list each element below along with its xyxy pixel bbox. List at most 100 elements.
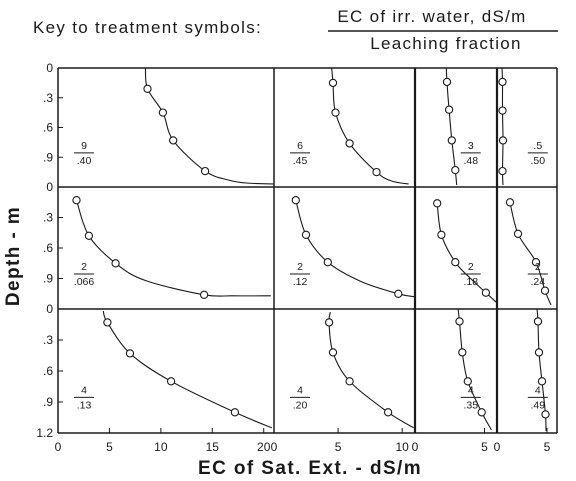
treatment-lf-label: .12 (293, 276, 308, 288)
panel-0-3: .5.50 (498, 67, 548, 186)
y-tick-label: .9 (43, 272, 53, 286)
x-tick-label: 5 (481, 440, 488, 454)
treatment-ec-label: 4 (468, 384, 474, 396)
y-tick-label: .9 (43, 395, 53, 409)
data-point (345, 377, 354, 386)
data-point (230, 408, 240, 417)
x-axis-label: EC of Sat. Ext. - dS/m (198, 458, 422, 479)
data-point (540, 286, 550, 295)
x-tick-label: 20 (257, 440, 271, 454)
data-point (328, 348, 338, 357)
x-tick-label: 0 (412, 440, 419, 454)
treatment-lf-label: .18 (463, 276, 478, 288)
y-tick-label: 1.2 (36, 426, 53, 440)
x-tick-label: 15 (206, 440, 220, 454)
treatment-ec-label: 2 (81, 261, 87, 273)
data-point (323, 258, 332, 267)
treatment-lf-label: .20 (293, 399, 308, 411)
data-point (328, 78, 338, 88)
data-point (541, 410, 550, 419)
data-point (331, 108, 340, 117)
treatment-lf-label: .49 (530, 399, 545, 411)
data-point (451, 258, 460, 267)
data-point (324, 318, 334, 327)
panels: 9.406.453.48.5.502.0662.122.182.244.134.… (72, 67, 552, 431)
y-tick-label: .6 (43, 364, 53, 378)
data-point (537, 377, 547, 386)
treatment-ec-label: 3 (468, 140, 474, 152)
data-point (451, 165, 460, 175)
y-axis-label: Depth - m (3, 206, 24, 306)
treatment-ec-label: 4 (535, 384, 541, 396)
key-numerator: EC of irr. water, dS/m (337, 7, 526, 26)
key-denominator: Leaching fraction (370, 34, 522, 53)
y-tick-labels: 0 .3 .6 .9 0 .3 .6 .9 0 .3 .6 .9 1.2 (36, 61, 63, 440)
panel-2-0: 4.13 (74, 310, 273, 429)
data-point (383, 408, 393, 417)
treatment-lf-label: .40 (77, 155, 92, 167)
y-tick-label: .3 (43, 333, 53, 347)
data-point (291, 196, 300, 205)
panel-0-1: 6.45 (290, 67, 409, 185)
treatment-lf-label: .24 (530, 276, 545, 288)
y-tick-label: 0 (46, 302, 53, 316)
y-tick-label: .6 (43, 121, 53, 135)
data-point (372, 167, 381, 177)
x-tick-label: 10 (396, 440, 410, 454)
data-point (498, 136, 508, 145)
profile-curve (457, 308, 492, 431)
data-point (447, 136, 456, 145)
panel-1-0: 2 .066 (72, 196, 271, 299)
panel-grid (57, 67, 558, 434)
treatment-ec-label: 6 (297, 140, 303, 152)
y-tick-label: .6 (43, 241, 53, 255)
data-point (200, 166, 210, 176)
treatment-lf-label: .066 (74, 276, 95, 288)
y-tick-label: .9 (43, 150, 53, 164)
data-point (345, 139, 354, 148)
data-point (534, 348, 544, 357)
treatment-ec-label: 4 (297, 384, 303, 396)
data-point (125, 349, 135, 358)
data-point (103, 318, 112, 327)
profile-curve (144, 67, 275, 185)
treatment-ec-label: .5 (533, 140, 542, 152)
treatment-lf-label: .45 (293, 155, 308, 167)
data-point (498, 106, 507, 115)
treatment-ec-label: 2 (535, 261, 541, 273)
key-header: Key to treatment symbols: EC of irr. wat… (33, 7, 558, 53)
treatment-ec-label: 2 (297, 261, 303, 273)
key-label: Key to treatment symbols: (33, 18, 262, 37)
data-point (481, 288, 491, 297)
panel-1-3: 2.24 (505, 198, 552, 306)
treatment-lf-label: .48 (463, 155, 478, 167)
data-point (513, 229, 523, 238)
panel-2-1: 4.20 (290, 311, 414, 429)
data-point (111, 259, 120, 268)
panel-0-0: 9.40 (74, 67, 275, 185)
data-point (463, 377, 472, 386)
data-point (394, 289, 403, 298)
panel-2-3: 4.49 (527, 308, 550, 431)
treatment-ec-label: 9 (81, 140, 87, 152)
y-tick-label: 0 (46, 61, 53, 75)
data-point (442, 77, 452, 87)
y-tick-label: 0 (46, 180, 53, 194)
x-tick-label: 0 (271, 440, 278, 454)
x-tick-label: 10 (154, 440, 168, 454)
data-point (498, 77, 507, 87)
x-tick-label: 5 (335, 440, 342, 454)
data-point (444, 105, 454, 114)
data-point (84, 231, 94, 240)
panel-2-2: 4.35 (455, 308, 492, 431)
y-tick-label: .3 (43, 91, 53, 105)
x-tick-label: 0 (494, 440, 501, 454)
x-tick-label: 0 (55, 440, 62, 454)
profile-curve (75, 200, 271, 297)
treatment-lf-label: .35 (463, 399, 478, 411)
data-point (199, 290, 209, 299)
data-point (531, 258, 541, 267)
data-point (458, 348, 467, 357)
data-point (143, 84, 152, 93)
